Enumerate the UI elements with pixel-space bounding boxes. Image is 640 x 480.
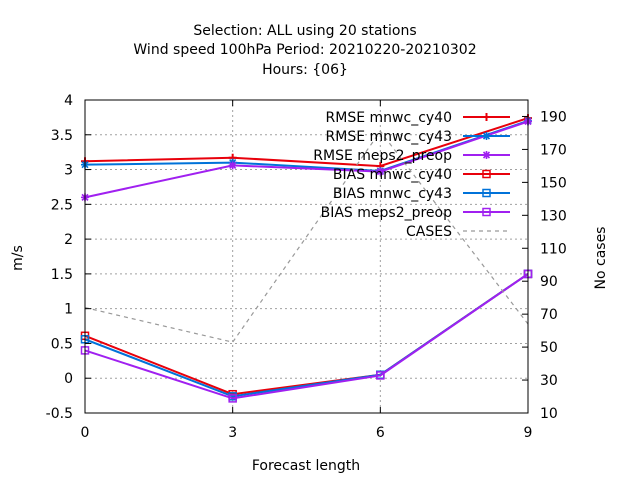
legend-label: BIAS meps2_preop [321,205,453,221]
x-tick-label: 3 [228,425,237,441]
data-point [228,394,237,403]
y-tick-label: 3.5 [51,128,73,144]
series-5 [80,269,533,403]
y2-tick-label: 150 [540,175,567,191]
title-line-3: Hours: {06} [262,62,348,78]
plot-frame [84,99,529,414]
series-line [84,120,529,199]
legend-label: RMSE meps2_preop [313,148,452,164]
y2-tick-label: 190 [540,109,567,125]
series-line [84,119,529,172]
series-line [84,273,529,396]
legend-marker [482,169,491,179]
grid [85,100,528,413]
legend-entry: BIAS meps2_preop [321,205,510,221]
legend-marker [482,113,491,121]
x-axis-label: Forecast length [252,458,360,474]
y2-tick-label: 30 [540,373,558,389]
y2-tick-label: 90 [540,274,558,290]
series-line [84,130,529,343]
legend-entry: BIAS mnwc_cy43 [333,186,510,202]
legend-marker [482,207,491,217]
legend: RMSE mnwc_cy40 RMSE mnwc_cy43 RMSE meps2_p… [313,110,510,240]
x-tick-label: 6 [376,425,385,441]
y2-tick-label: 110 [540,241,567,257]
y-tick-label: 1 [64,302,73,318]
y2-tick-label: 10 [540,406,558,422]
y-tick-label: 0.5 [51,336,73,352]
legend-entry: BIAS mnwc_cy40 [333,167,510,183]
legend-label: BIAS mnwc_cy40 [333,167,452,183]
y2-tick-label: 170 [540,142,567,158]
data-point [228,161,237,170]
legend-marker [482,151,491,159]
data-point [376,167,385,176]
legend-marker [482,132,491,140]
y2-tick-label: 130 [540,208,567,224]
chart-title: Selection: ALL using 20 stations Wind sp… [133,23,476,78]
data-point [376,371,385,380]
legend-label: RMSE mnwc_cy43 [326,129,452,145]
y-tick-label: 1.5 [51,267,73,283]
y-tick-label: 4 [64,93,73,109]
legend-entry: RMSE meps2_preop [313,148,510,164]
series-6 [84,130,529,343]
y-tick-label: 2.5 [51,197,73,213]
y-tick-label: -0.5 [46,406,73,422]
series-line [84,117,529,168]
x-tick-label: 0 [81,425,90,441]
legend-marker [482,188,491,198]
series-4 [80,269,533,401]
y-tick-label: 2 [64,232,73,248]
title-line-2: Wind speed 100hPa Period: 20210220-20210… [133,42,476,58]
legend-label: BIAS mnwc_cy43 [333,186,452,202]
y2-tick-label: 70 [540,307,558,323]
y2-axis-label: No cases [593,227,609,290]
axis-ticks: 0 3 6 9 -0.5 0 0.5 1 1.5 2 2.5 3 3.5 4 10 30 50 70 90 110 13… [46,93,567,441]
legend-entry: CASES [406,224,510,240]
legend-entry: RMSE mnwc_cy40 [326,110,510,126]
y-tick-label: 3 [64,163,73,179]
y2-tick-label: 50 [540,340,558,356]
legend-label: CASES [406,224,452,240]
series-layer [80,114,533,403]
series-1 [81,116,532,175]
y-tick-label: 0 [64,371,73,387]
series-line [84,273,529,400]
y-axis-label: m/s [10,245,26,271]
x-tick-label: 9 [524,425,533,441]
title-line-1: Selection: ALL using 20 stations [193,23,416,39]
legend-entry: RMSE mnwc_cy43 [326,129,510,145]
legend-label: RMSE mnwc_cy40 [326,110,452,126]
